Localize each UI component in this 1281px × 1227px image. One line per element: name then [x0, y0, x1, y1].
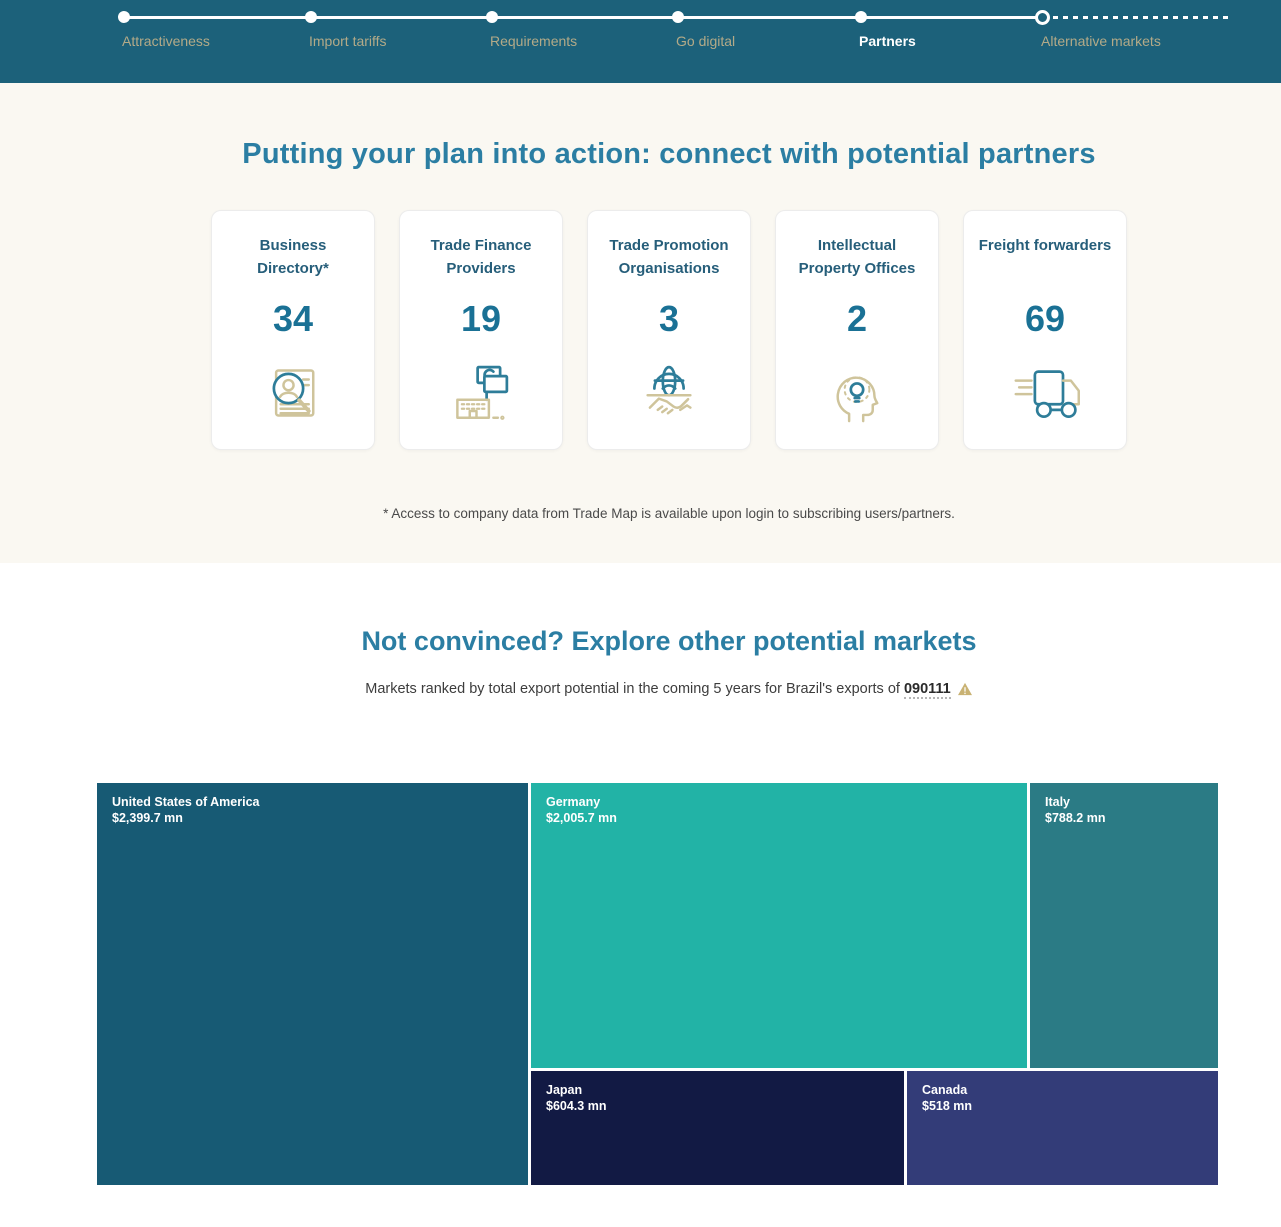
treemap-cell-germany[interactable]: Germany $2,005.7 mn — [531, 783, 1027, 1068]
treemap-cell-value: $788.2 mn — [1045, 810, 1106, 825]
card-trade-promotion-organisations[interactable]: Trade Promotion Organisations 3 — [587, 210, 751, 450]
step-label: Go digital — [676, 33, 736, 49]
truck-icon — [1009, 357, 1081, 429]
card-count: 3 — [658, 298, 680, 339]
stepper-line-dashed — [1043, 16, 1233, 19]
stepper-line-solid — [124, 16, 1043, 19]
step-dot-filled-icon — [305, 11, 317, 23]
card-title: Trade Finance Providers — [430, 237, 532, 277]
partners-section-title: Putting your plan into action: connect w… — [242, 138, 1096, 170]
treemap-cell-name: Italy — [1045, 795, 1071, 809]
treemap-cell-italy[interactable]: Italy $788.2 mn — [1030, 783, 1218, 1068]
treemap-cell-japan[interactable]: Japan $604.3 mn — [531, 1071, 904, 1185]
card-count: 2 — [846, 298, 868, 339]
step-label: Alternative markets — [1041, 33, 1161, 49]
product-code-link[interactable]: 090111 — [903, 681, 951, 699]
globe-handshake-icon — [633, 357, 705, 429]
step-dot-filled-icon — [486, 11, 498, 23]
step-label: Import tariffs — [309, 33, 387, 49]
step-dot-filled-icon — [672, 11, 684, 23]
step-label: Requirements — [490, 33, 578, 49]
progress-stepper-bar: Attractiveness Import tariffs Requiremen… — [0, 0, 1281, 83]
treemap-cell-value: $518 mn — [922, 1098, 973, 1113]
card-intellectual-property-offices[interactable]: Intellectual Property Offices 2 — [775, 210, 939, 450]
step-dot-filled-icon — [855, 11, 867, 23]
card-count: 69 — [1024, 298, 1066, 339]
step-label: Partners — [859, 33, 916, 49]
partner-cards-row: Business Directory* 34 Trade Finance Pro… — [211, 210, 1127, 450]
markets-subtitle: Markets ranked by total export potential… — [57, 681, 1281, 700]
export-potential-treemap: United States of America $2,399.7 mn Ger… — [97, 783, 1218, 1185]
card-title: Trade Promotion Organisations — [609, 237, 729, 277]
treemap-cell-name: United States of America — [112, 795, 260, 809]
card-title: Intellectual Property Offices — [798, 237, 916, 277]
directory-search-icon — [257, 357, 329, 429]
treemap-cell-united-states[interactable]: United States of America $2,399.7 mn — [97, 783, 528, 1185]
card-title: Business Directory* — [257, 237, 329, 277]
step-dot-hollow-icon — [1035, 10, 1050, 25]
treemap-cell-value: $604.3 mn — [546, 1098, 607, 1113]
head-lightbulb-icon — [821, 357, 893, 429]
step-dot-filled-icon — [118, 11, 130, 23]
markets-section-title: Not convinced? Explore other potential m… — [361, 626, 977, 656]
card-freight-forwarders[interactable]: Freight forwarders 69 — [963, 210, 1127, 450]
warning-triangle-icon[interactable] — [957, 682, 973, 700]
treemap-cell-name: Canada — [922, 1083, 968, 1097]
card-count: 19 — [460, 298, 502, 339]
finance-building-icon — [445, 357, 517, 429]
card-title: Freight forwarders — [978, 237, 1112, 254]
card-business-directory[interactable]: Business Directory* 34 — [211, 210, 375, 450]
treemap-cell-name: Japan — [546, 1083, 583, 1097]
treemap-cell-canada[interactable]: Canada $518 mn — [907, 1071, 1218, 1185]
markets-subtitle-text: Markets ranked by total export potential… — [365, 681, 904, 697]
footnote: * Access to company data from Trade Map … — [383, 506, 955, 521]
card-count: 34 — [272, 298, 314, 339]
treemap-cell-value: $2,399.7 mn — [112, 810, 183, 825]
card-trade-finance-providers[interactable]: Trade Finance Providers 19 — [399, 210, 563, 450]
treemap-cell-name: Germany — [546, 795, 601, 809]
step-label: Attractiveness — [122, 33, 210, 49]
treemap-cell-value: $2,005.7 mn — [546, 810, 617, 825]
